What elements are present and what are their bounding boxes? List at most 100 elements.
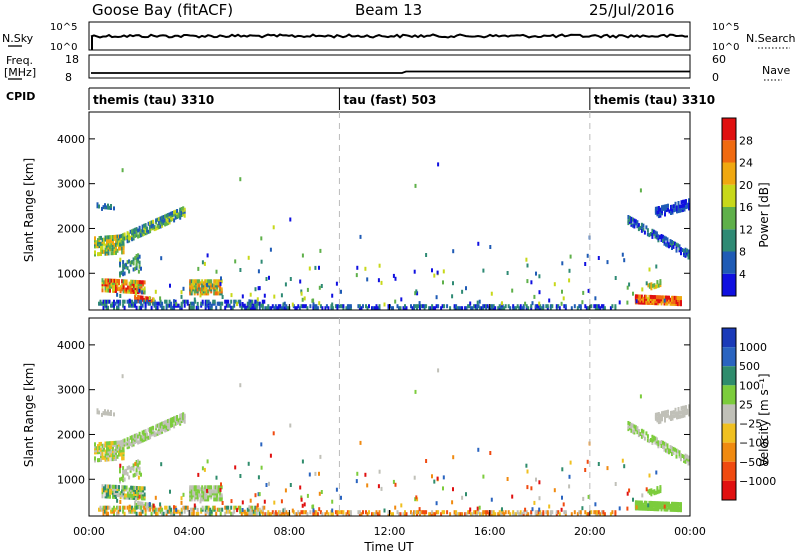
heatmap-cell: [657, 420, 660, 425]
heatmap-cell: [131, 485, 134, 490]
heatmap-cell: [100, 241, 102, 246]
heatmap-cell: [417, 304, 420, 309]
heatmap-cell: [489, 245, 492, 249]
heatmap-cell: [107, 241, 110, 246]
heatmap-cell: [516, 304, 519, 309]
heatmap-cell: [107, 409, 109, 414]
heatmap-cell: [137, 253, 140, 258]
heatmap-cell: [126, 260, 129, 265]
heatmap-cell: [219, 301, 222, 306]
heatmap-cell: [207, 299, 210, 304]
heatmap-cell: [119, 271, 121, 276]
heatmap-cell: [623, 464, 626, 469]
heatmap-cell: [134, 294, 137, 299]
heatmap-cell: [150, 511, 153, 516]
heatmap-cell: [661, 209, 663, 214]
heatmap-cell: [578, 510, 581, 515]
heatmap-cell: [132, 257, 135, 262]
heatmap-cell: [255, 305, 258, 310]
heatmap-cell: [656, 280, 659, 285]
heatmap-cell: [135, 229, 138, 234]
heatmap-cell: [177, 212, 180, 217]
heatmap-cell: [380, 486, 383, 491]
heatmap-cell: [252, 511, 255, 516]
heatmap-cell: [425, 459, 428, 463]
heatmap-cell: [652, 301, 655, 306]
heatmap-cell: [113, 242, 116, 247]
heatmap-cell: [636, 220, 639, 225]
heatmap-cell: [405, 512, 408, 517]
heatmap-cell: [116, 234, 119, 239]
heatmap-cell: [97, 242, 99, 247]
heatmap-cell: [685, 205, 687, 210]
heatmap-cell: [671, 414, 674, 419]
heatmap-cell: [258, 301, 261, 306]
heatmap-cell: [196, 301, 199, 306]
heatmap-cell: [134, 490, 137, 494]
heatmap-cell: [197, 472, 200, 477]
heatmap-cell: [106, 457, 108, 462]
heatmap-cell: [128, 259, 131, 264]
heatmap-cell: [139, 280, 142, 285]
heatmap-cell: [206, 459, 209, 464]
heatmap-cell: [212, 299, 215, 304]
heatmap-cell: [551, 304, 554, 309]
heatmap-cell: [130, 287, 133, 292]
heatmap-cell: [119, 246, 122, 251]
heatmap-cell: [140, 295, 143, 300]
heatmap-cell: [375, 510, 378, 515]
heatmap-cell: [527, 306, 530, 311]
heatmap-cell: [396, 304, 399, 309]
heatmap-cell: [656, 416, 659, 421]
heatmap-cell: [637, 300, 640, 305]
heatmap-cell: [663, 295, 666, 300]
heatmap-cell: [655, 501, 658, 506]
heatmap-cell: [662, 412, 665, 417]
heatmap-cell: [220, 287, 223, 292]
heatmap-cell: [312, 504, 315, 509]
heatmap-cell: [144, 502, 147, 507]
heatmap-cell: [116, 454, 119, 459]
heatmap-cell: [570, 512, 573, 517]
heatmap-cell: [165, 219, 168, 224]
heatmap-cell: [268, 275, 270, 280]
heatmap-cell: [284, 488, 287, 493]
heatmap-cell: [675, 298, 678, 302]
heatmap-cell: [121, 456, 124, 461]
heatmap-cell: [102, 305, 105, 310]
heatmap-cell: [593, 510, 596, 515]
heatmap-cell: [134, 472, 137, 477]
heatmap-cell: [651, 234, 654, 239]
heatmap-cell: [174, 209, 177, 214]
heatmap-cell: [204, 505, 207, 510]
heatmap-cell: [419, 304, 421, 309]
heatmap-cell: [634, 221, 637, 226]
heatmap-cell: [268, 481, 270, 486]
heatmap-cell: [553, 282, 556, 287]
heatmap-cell: [276, 512, 279, 517]
colorbar-swatch: [722, 140, 736, 163]
heatmap-cell: [683, 413, 686, 418]
heatmap-cell: [132, 467, 135, 472]
heatmap-cell: [140, 299, 143, 304]
heatmap-cell: [295, 512, 298, 517]
heatmap-cell: [134, 461, 137, 466]
heatmap-cell: [119, 500, 122, 504]
heatmap-cell: [263, 299, 266, 304]
heatmap-cell: [237, 299, 240, 304]
heatmap-cell: [241, 302, 244, 306]
heatmap-cell: [112, 494, 114, 499]
heatmap-cell: [306, 287, 309, 292]
heatmap-cell: [135, 254, 138, 258]
heatmap-cell: [156, 223, 159, 228]
heatmap-cell: [306, 512, 309, 517]
heatmap-cell: [123, 477, 126, 482]
heatmap-cell: [113, 247, 116, 251]
heatmap-cell: [180, 290, 183, 295]
heatmap-cell: [318, 301, 321, 306]
heatmap-cell: [260, 465, 263, 470]
heatmap-cell: [230, 299, 233, 304]
heatmap-cell: [155, 424, 158, 429]
heatmap-cell: [670, 413, 672, 417]
heatmap-cell: [100, 246, 102, 250]
